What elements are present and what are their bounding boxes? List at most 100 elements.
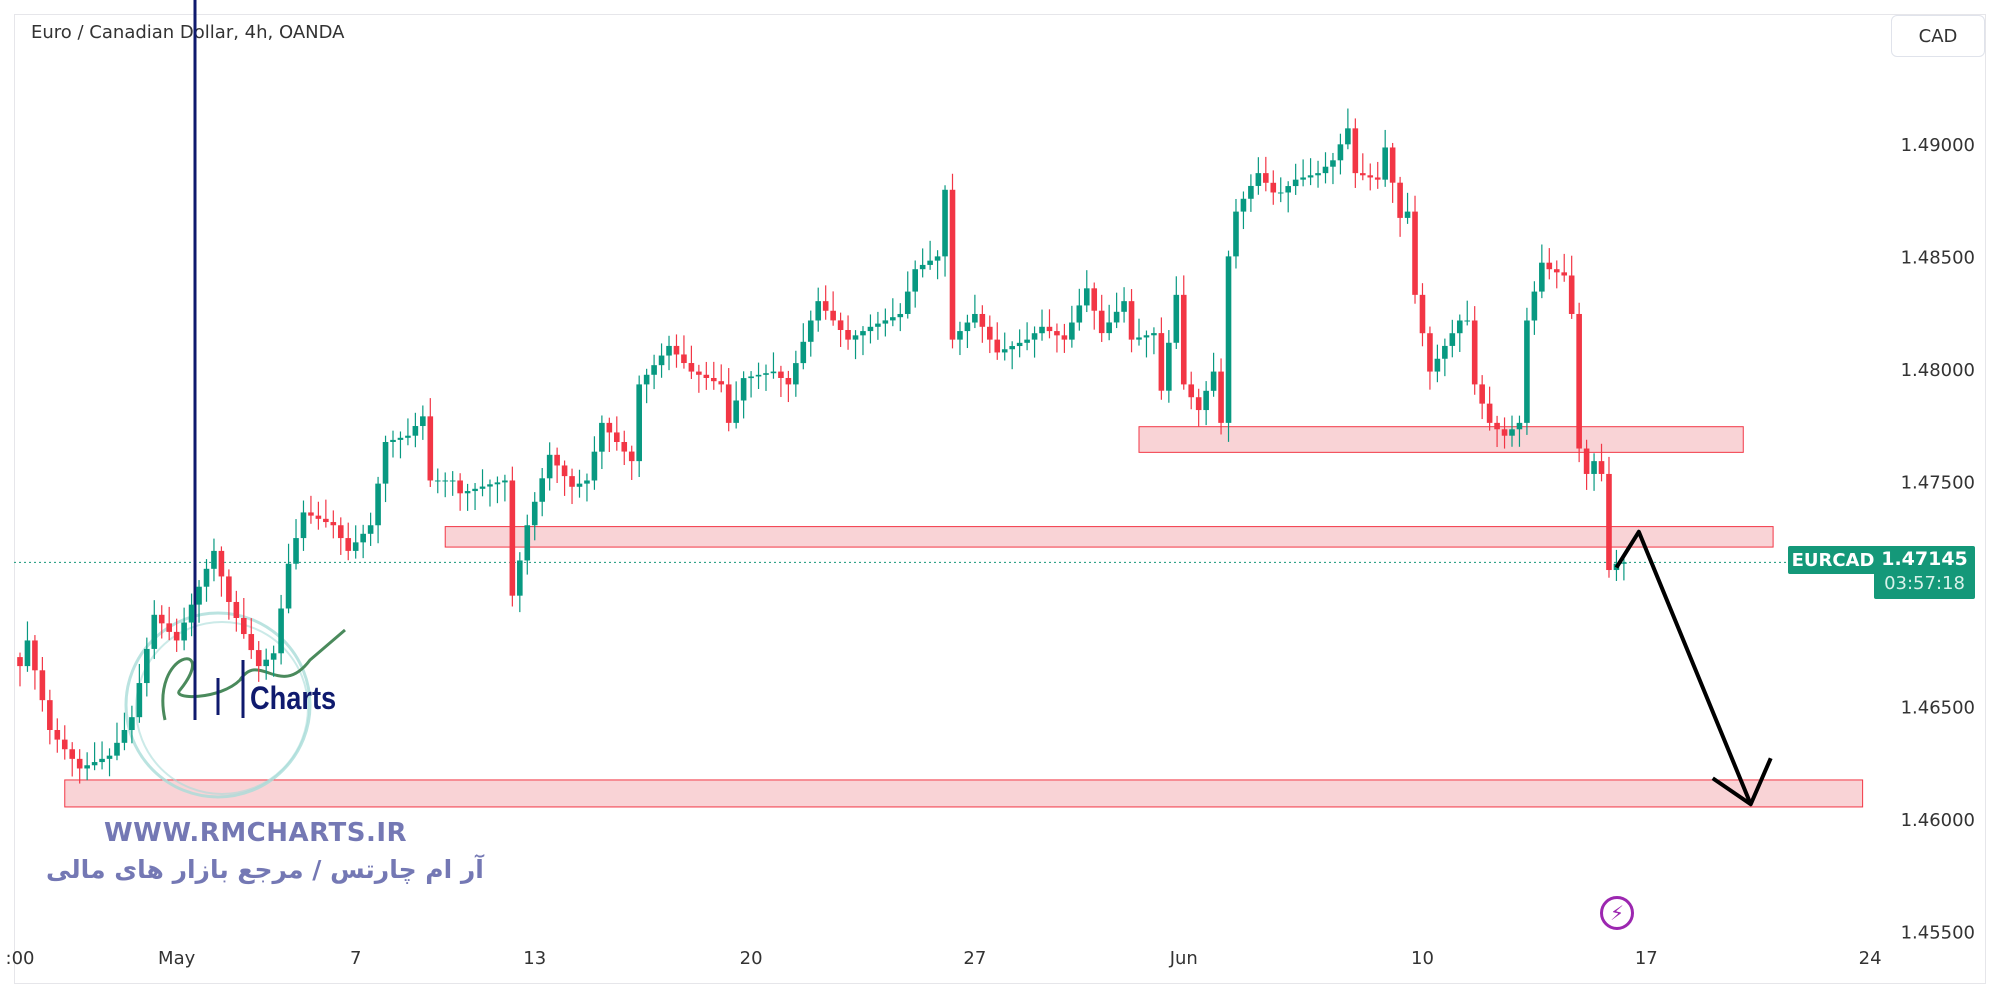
candle-body: [912, 269, 918, 292]
candle-body: [479, 486, 486, 489]
time-axis: :00 May 7 13 20 27 Jun 10 17 24: [6, 948, 1882, 969]
candle-body: [1412, 211, 1418, 295]
candle-body: [54, 730, 61, 740]
candle-body: [405, 435, 411, 438]
candle-body: [1516, 422, 1523, 430]
candle-body: [397, 437, 404, 440]
candle-body: [494, 482, 501, 485]
candle-body: [1360, 173, 1366, 176]
candle-body: [315, 515, 322, 519]
candle-body: [434, 480, 441, 482]
watermark-tagline: آر ام چارتس / مرجع بازار های مالی: [46, 855, 484, 884]
candle-body: [703, 374, 710, 378]
candle-body: [1091, 288, 1098, 311]
candle-body: [203, 568, 210, 587]
candle-body: [1486, 403, 1493, 423]
candle-body: [740, 378, 747, 401]
currency-button[interactable]: CAD: [1891, 15, 1985, 57]
candle-body: [569, 476, 575, 487]
date-tick-label: 24: [1859, 948, 1882, 969]
candle-body: [964, 322, 971, 332]
candle-body: [972, 313, 978, 323]
candle-body: [584, 480, 590, 484]
candle-body: [867, 326, 874, 332]
candle-body: [255, 650, 262, 667]
candle-body: [1106, 322, 1112, 334]
candle-body: [47, 700, 53, 730]
candle-body: [1203, 390, 1209, 411]
candle-body: [1382, 147, 1388, 180]
candle-body: [1456, 320, 1463, 334]
candle-body: [636, 384, 642, 462]
candle-body: [1128, 301, 1135, 340]
candle-body: [942, 189, 948, 257]
candle-body: [1315, 173, 1321, 176]
date-tick-label: :00: [6, 948, 35, 969]
price-tick-label: 1.46000: [1901, 810, 1975, 831]
candle-body: [658, 355, 665, 366]
candle-body: [1374, 177, 1381, 180]
candle-body: [382, 442, 389, 484]
candle-body: [457, 480, 463, 494]
rm-logo: [124, 0, 346, 799]
candle-body: [614, 432, 620, 442]
candle-body: [308, 512, 314, 516]
candle-body: [897, 313, 904, 318]
date-tick-label: Jun: [1169, 948, 1198, 969]
arrow-line: [1614, 529, 1753, 806]
candle-body: [427, 416, 434, 481]
price-tick-label: 1.48500: [1901, 248, 1975, 269]
projection-arrow: [1614, 529, 1773, 807]
candle-body: [69, 749, 76, 759]
date-tick-label: May: [158, 948, 196, 969]
candle-body: [1285, 186, 1291, 193]
candle-body: [412, 426, 419, 436]
candle-body: [904, 291, 911, 314]
candle-body: [330, 522, 337, 526]
candle-body: [793, 363, 799, 385]
candle-body: [628, 451, 635, 462]
candle-body: [218, 550, 225, 577]
candle-body: [763, 373, 769, 375]
candle-body: [129, 717, 135, 730]
candle-body: [1494, 422, 1500, 430]
candle-body: [830, 310, 836, 321]
candle-body: [517, 560, 523, 596]
candle-body: [755, 374, 762, 377]
candle-body: [785, 377, 792, 385]
candle-body: [987, 326, 993, 340]
candle-body: [1001, 349, 1008, 353]
price-axis: 1.49000 1.48500 1.48000 1.47500 1.46500 1.460…: [1901, 135, 1975, 944]
candle-body: [1098, 310, 1105, 334]
candle-body: [1531, 291, 1538, 321]
candle-body: [1553, 269, 1560, 273]
candle-body: [76, 758, 83, 769]
candle-body: [270, 653, 277, 660]
candle-body: [688, 363, 695, 372]
candle-body: [1069, 322, 1075, 340]
date-tick-label: 17: [1635, 948, 1658, 969]
candle-body: [852, 335, 859, 340]
candle-body: [84, 765, 90, 769]
candle-body: [1143, 335, 1150, 338]
candle-body: [1352, 128, 1359, 174]
symbol-badge: EURCAD: [1788, 546, 1878, 574]
candle-body: [1583, 448, 1590, 474]
candle-body: [1576, 313, 1582, 449]
candle-body: [39, 670, 46, 701]
candle-body: [599, 422, 605, 452]
lightning-icon[interactable]: ⚡: [1600, 896, 1634, 930]
candle-body: [1173, 294, 1180, 343]
candle-body: [1076, 305, 1083, 323]
candle-body: [1210, 371, 1217, 391]
candle-body: [1464, 320, 1471, 322]
support-zone: [444, 526, 1774, 548]
candle-body: [1113, 311, 1120, 323]
candle-body: [666, 345, 672, 356]
price-tick-label: 1.47500: [1901, 473, 1975, 494]
logo-text: Charts: [250, 680, 337, 716]
candle-body: [390, 439, 396, 442]
candle-body: [1016, 342, 1023, 347]
candle-body: [1539, 262, 1545, 292]
